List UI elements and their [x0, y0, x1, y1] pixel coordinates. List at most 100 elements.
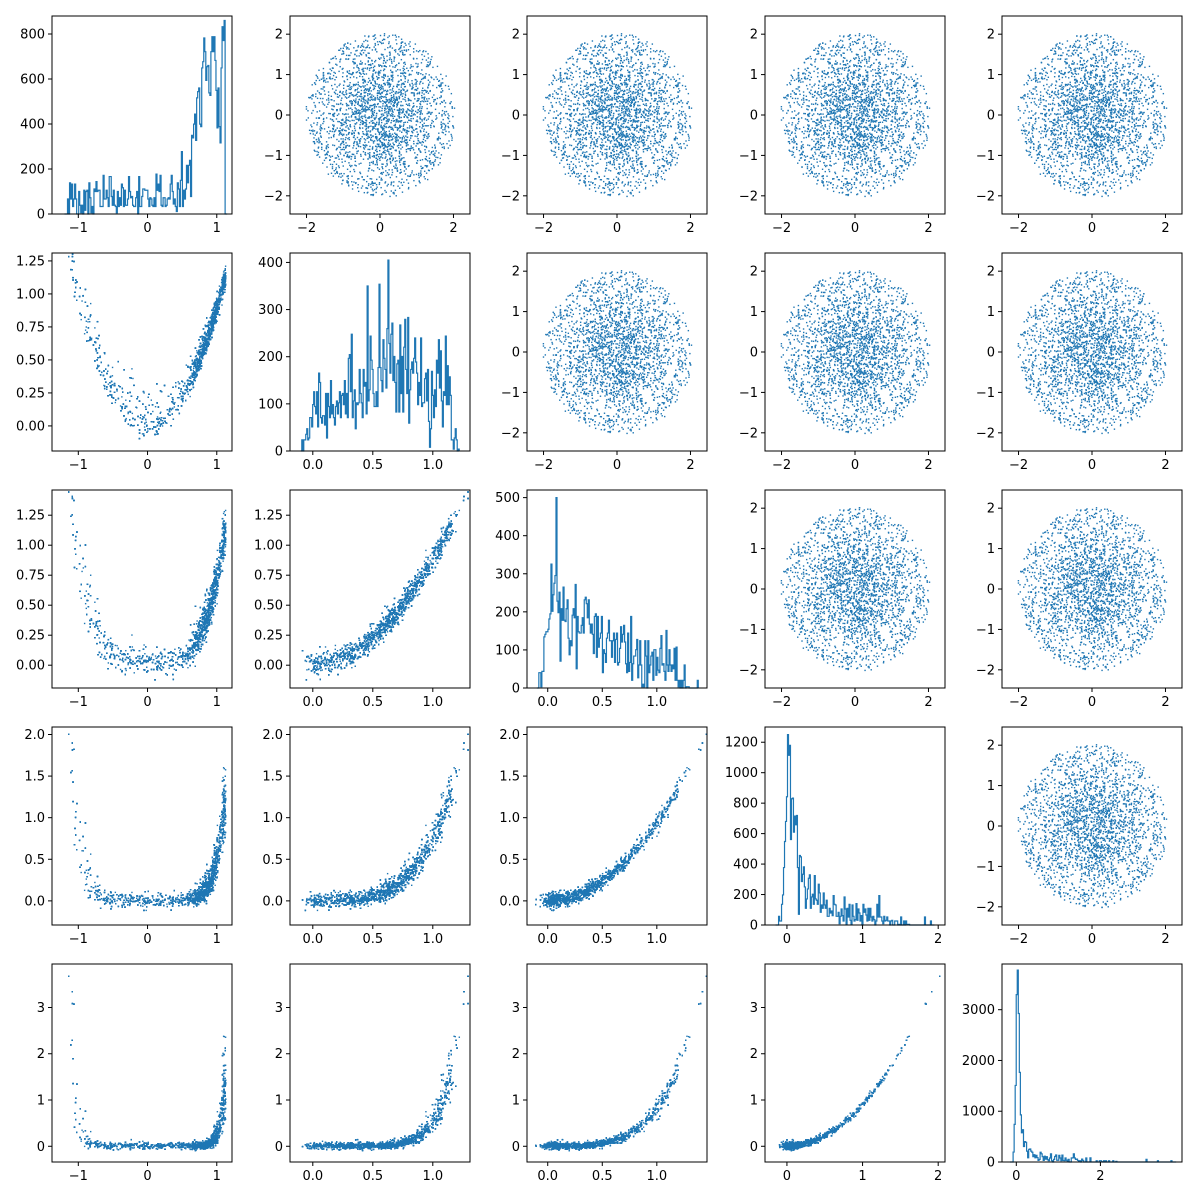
panel-r1-c2-point	[328, 133, 329, 134]
panel-r1-c2-point	[369, 107, 370, 108]
panel-r1-c2-point	[438, 136, 439, 137]
panel-r1-c2-point	[396, 160, 397, 161]
panel-r1-c2-point	[369, 122, 370, 123]
panel-r1-c2-point	[361, 109, 362, 110]
panel-r1-c2-point	[365, 40, 366, 41]
panel-r1-c2-point	[393, 94, 394, 95]
panel-r1-c2-point	[387, 37, 388, 38]
panel-r1-c2-point	[398, 136, 399, 137]
panel-r1-c2-point	[448, 140, 449, 141]
panel-r1-c2-point	[355, 107, 356, 108]
panel-r1-c2-point	[389, 35, 390, 36]
panel-r1-c2-point	[386, 55, 387, 56]
panel-r1-c2-point	[361, 63, 362, 64]
panel-r1-c2-point	[349, 151, 350, 152]
panel-r1-c2-point	[353, 169, 354, 170]
panel-r1-c2-point	[411, 92, 412, 93]
panel-r1-c2-point	[371, 140, 372, 141]
panel-r1-c2-point	[338, 156, 339, 157]
panel-r1-c2-point	[375, 192, 376, 193]
panel-r1-c2-point	[353, 181, 354, 182]
panel-r1-c2-point	[445, 131, 446, 132]
panel-r1-c2-point	[324, 128, 325, 129]
panel-r1-c2-point	[344, 114, 345, 115]
panel-r1-c2-point	[369, 149, 370, 150]
panel-r1-c2-point	[413, 51, 414, 52]
panel-r1-c2-point	[390, 103, 391, 104]
panel-r1-c2-point	[312, 95, 313, 96]
panel-r1-c2-point	[375, 37, 376, 38]
panel-r1-c2-point	[425, 101, 426, 102]
panel-r1-c2-point	[361, 187, 362, 188]
panel-r1-c2-point	[386, 66, 387, 67]
panel-r1-c2-point	[322, 123, 323, 124]
panel-r1-c2-point	[364, 103, 365, 104]
panel-r1-c2-point	[402, 98, 403, 99]
panel-r1-c2-point	[389, 134, 390, 135]
panel-r1-c2-point	[368, 60, 369, 61]
panel-r1-c2-point	[398, 81, 399, 82]
panel-r1-c2-point	[328, 127, 329, 128]
panel-r1-c2-point	[376, 184, 377, 185]
panel-r1-c2-point	[361, 90, 362, 91]
panel-r1-c2-point	[331, 105, 332, 106]
panel-r1-c2-point	[410, 64, 411, 65]
panel-r1-c2-point	[431, 56, 432, 57]
panel-r1-c2-point	[349, 87, 350, 88]
panel-r1-c2-point	[364, 35, 365, 36]
panel-r1-c2-point	[395, 161, 396, 162]
panel-r1-c2-point	[372, 73, 373, 74]
panel-r1-c2-point	[327, 131, 328, 132]
panel-r1-c2-point	[424, 129, 425, 130]
panel-r1-c2-point	[364, 50, 365, 51]
panel-r1-c2-point	[327, 144, 328, 145]
panel-r1-c2-point	[381, 84, 382, 85]
panel-r1-c2-point	[398, 147, 399, 148]
panel-r1-c2-point	[440, 138, 441, 139]
panel-r1-c2-point	[343, 173, 344, 174]
panel-r1-c2-point	[342, 135, 343, 136]
panel-r1-c2-point	[432, 67, 433, 68]
panel-r1-c2-point	[434, 144, 435, 145]
panel-r1-c2-point	[429, 158, 430, 159]
panel-r1-c2-point	[402, 129, 403, 130]
panel-r1-c2-point	[351, 88, 352, 89]
panel-r1-c2-point	[386, 60, 387, 61]
panel-r1-c2-point	[315, 106, 316, 107]
panel-r1-c2-point	[403, 46, 404, 47]
panel-r1-c2-point	[379, 41, 380, 42]
panel-r1-c2-point	[403, 66, 404, 67]
panel-r1-c2-point	[399, 151, 400, 152]
panel-r1-c2-point	[363, 159, 364, 160]
panel-r1-c1: −1 0 10200400600800	[20, 16, 232, 236]
panel-r1-c2-point	[410, 135, 411, 136]
panel-r1-c2-point	[342, 138, 343, 139]
panel-r1-c2-point	[423, 135, 424, 136]
panel-r1-c2-point	[416, 58, 417, 59]
panel-r1-c1-xtick-label-0: −1	[69, 221, 88, 236]
panel-r1-c2-point	[372, 156, 373, 157]
panel-r1-c2-point	[346, 55, 347, 56]
panel-r1-c2-point	[441, 121, 442, 122]
panel-r1-c2-point	[379, 84, 380, 85]
panel-r1-c2-point	[326, 166, 327, 167]
panel-r1-c2-point	[383, 75, 384, 76]
panel-r1-c2-point	[404, 97, 405, 98]
panel-r1-c2-point	[412, 87, 413, 88]
panel-r1-c2-point	[377, 140, 378, 141]
panel-r1-c2-point	[407, 144, 408, 145]
panel-r1-c2-point	[375, 150, 376, 151]
panel-r1-c2-point	[400, 144, 401, 145]
panel-r1-c2-point	[332, 156, 333, 157]
panel-r1-c1-histogram-line	[64, 21, 227, 215]
panel-r1-c2-point	[356, 122, 357, 123]
panel-r1-c2-point	[415, 111, 416, 112]
panel-r1-c2-point	[397, 185, 398, 186]
panel-r1-c2-point	[328, 99, 329, 100]
panel-r1-c2-point	[346, 109, 347, 110]
panel-r1-c2-point	[340, 147, 341, 148]
panel-r1-c2-point	[338, 141, 339, 142]
panel-r1-c2-point	[374, 110, 375, 111]
panel-r1-c2-point	[333, 72, 334, 73]
